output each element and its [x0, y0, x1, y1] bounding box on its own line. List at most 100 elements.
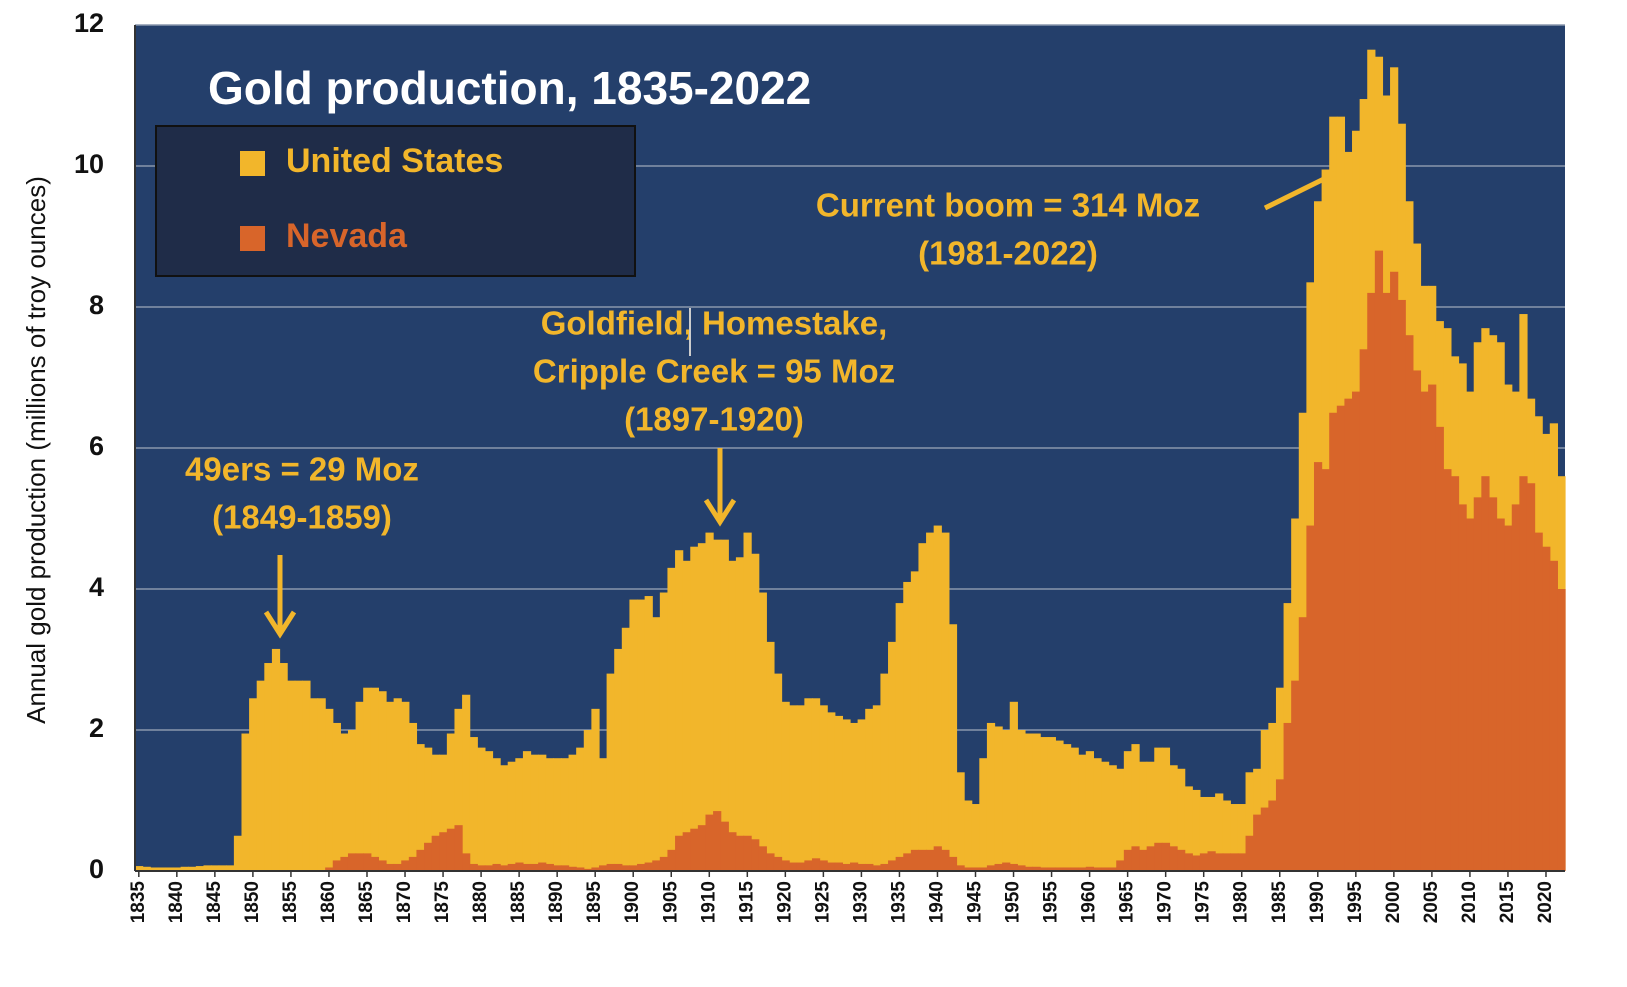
bar [1146, 761, 1155, 871]
bar [1177, 849, 1186, 871]
bar [827, 712, 836, 871]
bar [842, 863, 851, 871]
bar [1070, 747, 1079, 871]
bar [1253, 814, 1262, 871]
bar [340, 856, 349, 871]
bar [1009, 701, 1018, 871]
bar [948, 856, 958, 871]
bar [888, 641, 897, 871]
bar [1374, 250, 1384, 872]
x-tick-label: 1930 [850, 881, 871, 923]
bar [462, 853, 471, 871]
bar [416, 744, 425, 871]
bar [880, 863, 889, 871]
bar [994, 726, 1003, 871]
bar [964, 867, 973, 871]
x-tick-label: 1985 [1269, 881, 1290, 924]
x-tick-label: 1925 [812, 881, 833, 924]
bar [1032, 866, 1041, 871]
bar [1275, 779, 1285, 871]
bar [1237, 804, 1247, 871]
bar [1024, 733, 1034, 871]
bar [1024, 866, 1034, 871]
x-tick-label: 1975 [1193, 881, 1214, 924]
bar [1458, 504, 1467, 871]
x-tick-label: 1890 [546, 881, 567, 923]
bar [918, 849, 927, 871]
bar [1085, 866, 1095, 871]
x-tick-label: 1835 [128, 881, 149, 924]
bar [325, 867, 334, 871]
bar [530, 754, 539, 871]
bar [1055, 740, 1064, 871]
bar [1139, 761, 1148, 871]
bar [842, 719, 851, 871]
bar [568, 866, 577, 871]
x-tick-label: 1880 [470, 881, 491, 923]
x-tick-label: 1860 [318, 881, 339, 923]
bar [1192, 855, 1201, 871]
bar [1032, 733, 1041, 871]
x-tick-label: 1940 [926, 881, 947, 923]
y-tick-label: 8 [89, 290, 104, 320]
y-axis-label: Annual gold production (millions of troy… [21, 176, 51, 724]
bar [979, 867, 988, 871]
bar [986, 865, 996, 871]
bar [1146, 846, 1155, 871]
bar [1382, 292, 1391, 871]
bar [1557, 589, 1566, 871]
bar [1184, 786, 1193, 871]
x-tick-label: 1980 [1231, 881, 1252, 923]
bar [576, 747, 585, 871]
bar [728, 560, 737, 871]
bar [720, 821, 729, 871]
legend-label: Nevada [286, 217, 408, 255]
bar [515, 758, 524, 871]
bar [1047, 737, 1056, 871]
bar [1116, 860, 1125, 871]
bar [941, 849, 950, 871]
bar [1519, 476, 1528, 871]
arrow-head [703, 498, 737, 527]
bar [446, 828, 456, 871]
bar [1390, 271, 1399, 871]
bar [363, 853, 372, 871]
bar [1093, 758, 1102, 871]
annotation: (1849-1859) [212, 499, 392, 536]
bar [522, 863, 532, 871]
bar [1359, 349, 1368, 871]
bar [933, 525, 942, 871]
bar [811, 698, 821, 871]
bar [1428, 384, 1437, 871]
x-tick-label: 2015 [1497, 881, 1518, 924]
bar [705, 532, 714, 871]
bar [363, 687, 372, 871]
y-tick-label: 10 [74, 149, 104, 179]
x-tick-label: 1945 [965, 881, 986, 924]
bar [735, 835, 745, 871]
annotation: Cripple Creek = 95 Moz [533, 353, 895, 390]
bar [522, 751, 532, 871]
x-tick-label: 1935 [888, 881, 909, 924]
bar [781, 701, 790, 871]
bar [1298, 617, 1307, 871]
bar [1207, 851, 1216, 871]
bar [1222, 800, 1231, 871]
bar [1336, 405, 1346, 871]
bar [758, 592, 767, 871]
bar [637, 599, 646, 871]
bar [667, 567, 676, 871]
bar [477, 747, 486, 871]
chart-title: Gold production, 1835-2022 [208, 62, 811, 114]
bar [1123, 849, 1133, 871]
bar [1199, 796, 1209, 871]
bar [652, 860, 661, 871]
bar [659, 592, 669, 871]
bar [743, 532, 752, 871]
bar [956, 772, 965, 871]
bar [1078, 867, 1087, 871]
bar [332, 722, 341, 871]
bar [439, 754, 448, 871]
bar [1397, 299, 1406, 871]
bar [1177, 768, 1186, 871]
